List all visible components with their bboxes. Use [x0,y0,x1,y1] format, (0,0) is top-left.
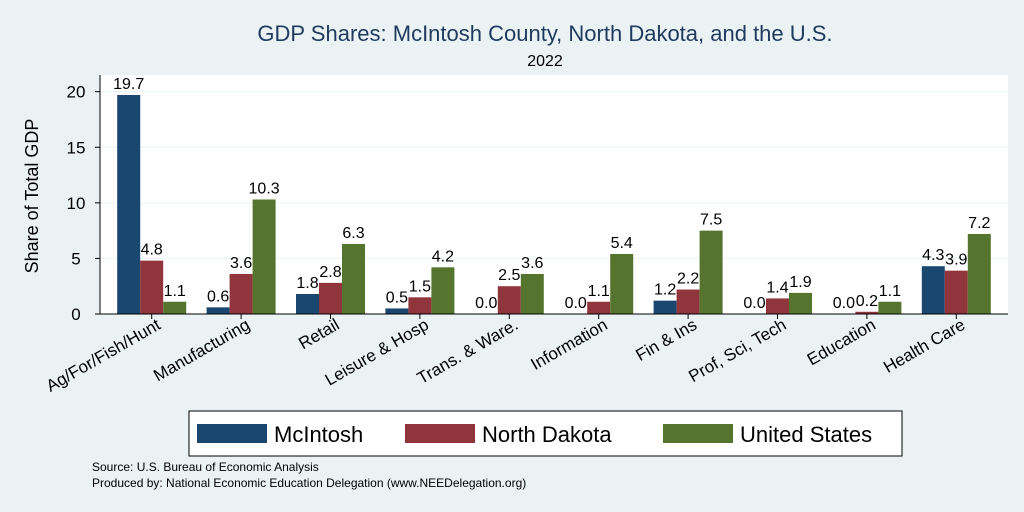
legend-swatch-0 [197,424,267,443]
y-tick-label: 10 [67,194,86,213]
legend-label-0: McIntosh [274,422,363,447]
bar-united-states-0 [163,301,187,314]
x-tick-label: Manufacturing [150,315,253,385]
chart-subtitle: 2022 [527,53,563,70]
chart-title: GDP Shares: McIntosh County, North Dakot… [257,21,832,46]
bar-value-label: 1.2 [654,282,676,299]
x-tick-label: Prof, Sci, Tech [685,315,789,386]
bar-value-label: 3.9 [945,252,967,269]
bar-mcintosh-0 [117,95,141,314]
legend-label-2: United States [740,422,872,447]
bar-north-dakota-1 [229,273,253,314]
bar-value-label: 1.4 [766,279,788,296]
bar-value-label: 10.3 [249,181,280,198]
bar-united-states-4 [520,273,544,314]
grid-lines [100,91,1008,259]
bar-mcintosh-6 [653,300,677,314]
bar-value-label: 1.8 [296,275,318,292]
y-tick-label: 0 [71,305,80,324]
bar-value-label: 1.1 [164,283,186,300]
bar-value-label: 19.7 [113,76,144,93]
bar-mcintosh-1 [206,307,230,314]
bar-value-label: 2.2 [677,271,699,288]
x-tick-label: Information [528,315,611,374]
x-tick-label: Fin & Ins [632,315,700,365]
bar-united-states-6 [699,230,723,314]
bar-mcintosh-2 [296,293,319,314]
bar-value-label: 0.0 [475,295,497,312]
bar-value-label: 0.0 [833,295,855,312]
x-tick-label: Ag/For/Fish/Hunt [43,315,164,396]
bar-north-dakota-0 [140,260,164,314]
bar-north-dakota-3 [408,297,432,314]
y-axis-label: Share of Total GDP [22,119,42,274]
bar-value-label: 5.4 [611,235,633,252]
bar-value-label: 1.5 [409,278,431,295]
bar-value-label: 3.6 [230,255,252,272]
bar-north-dakota-6 [676,289,700,314]
bar-united-states-1 [252,199,276,314]
x-tick-label: Retail [295,315,342,353]
x-tick-label: Education [804,315,879,369]
bar-value-label: 0.0 [565,295,587,312]
bar-value-label: 4.8 [141,242,163,259]
bar-value-label: 7.2 [968,215,990,232]
bar-north-dakota-4 [497,286,521,314]
bar-value-label: 2.8 [319,264,341,281]
bar-north-dakota-8 [855,311,879,314]
bar-north-dakota-5 [587,301,611,314]
bar-value-label: 4.3 [922,247,944,264]
legend: McIntosh North Dakota United States [188,410,903,457]
bar-value-label: 4.2 [432,248,454,265]
produced-by-note: Produced by: National Economic Education… [92,476,527,490]
data-labels: 19.74.81.1 0.63.610.31.82.86.30.51.54.20.… [113,76,990,312]
source-note: Source: U.S. Bureau of Economic Analysis [92,460,319,474]
bar-value-label: 2.5 [498,267,520,284]
x-tick-label: Health Care [880,315,968,377]
legend-box [188,410,903,457]
bar-value-label: 1.1 [588,283,610,300]
bar-united-states-2 [342,243,365,314]
bar-value-label: 3.6 [521,255,543,272]
bar-value-label: 0.2 [856,293,878,310]
bar-north-dakota-9 [944,270,968,314]
bar-united-states-9 [967,233,991,314]
legend-swatch-2 [663,424,733,443]
bar-value-label: 0.6 [207,288,229,305]
y-tick-label: 15 [67,138,86,157]
y-tick-label: 20 [67,83,86,102]
bars [117,95,991,314]
legend-swatch-1 [405,424,475,443]
bar-north-dakota-7 [766,298,789,314]
bar-value-label: 0.5 [386,289,408,306]
bar-mcintosh-9 [921,266,945,314]
bar-value-label: 7.5 [700,212,722,229]
bar-value-label: 1.9 [789,274,811,291]
bar-value-label: 6.3 [342,225,364,242]
bar-north-dakota-2 [319,282,342,314]
bar-united-states-8 [878,301,902,314]
bar-value-label: 1.1 [879,283,901,300]
bar-united-states-3 [431,267,455,314]
bar-value-label: 0.0 [743,295,765,312]
y-tick-label: 5 [71,249,80,268]
bar-mcintosh-3 [385,308,409,314]
bar-united-states-5 [610,253,634,314]
x-tick-label: Trans. & Ware. [414,315,521,388]
bar-united-states-7 [789,292,812,314]
legend-label-1: North Dakota [482,422,612,447]
